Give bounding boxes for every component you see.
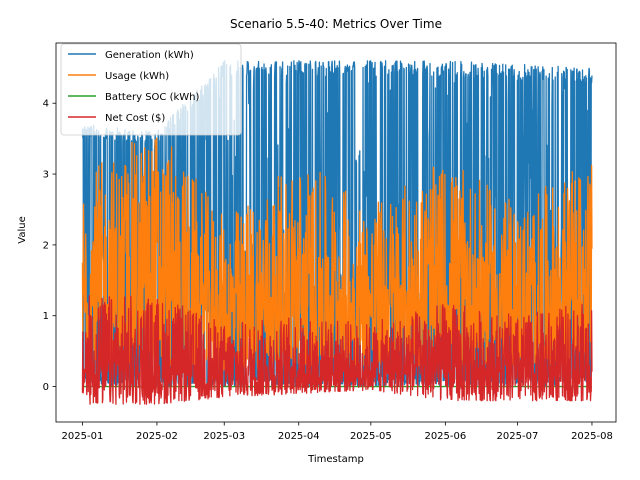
- legend-box: [60, 43, 242, 136]
- legend-label-0: Generation (kWh): [105, 50, 194, 61]
- x-tick-label-1: 2025-02: [136, 431, 178, 442]
- x-tick-label-3: 2025-04: [278, 431, 320, 442]
- x-tick-label-6: 2025-07: [497, 431, 539, 442]
- chart-title: Scenario 5.5-40: Metrics Over Time: [230, 17, 442, 31]
- x-tick-label-4: 2025-05: [350, 431, 392, 442]
- y-tick-label-4: 4: [43, 99, 49, 110]
- legend-label-2: Battery SOC (kWh): [105, 92, 199, 103]
- y-tick-label-3: 3: [43, 170, 49, 181]
- y-axis-label: Value: [17, 216, 28, 243]
- y-tick-label-1: 1: [43, 311, 49, 322]
- y-tick-label-2: 2: [43, 240, 49, 251]
- legend-label-3: Net Cost ($): [105, 113, 165, 124]
- x-tick-label-7: 2025-08: [571, 431, 613, 442]
- x-axis: 2025-01 2025-02 2025-03 2025-04 2025-05 2025-…: [62, 422, 613, 442]
- plot-frame: [55, 42, 617, 423]
- x-axis-label: Timestamp: [307, 454, 364, 465]
- x-tick-label-2: 2025-03: [203, 431, 245, 442]
- y-axis: 0 1 2 3 4: [43, 99, 56, 393]
- y-tick-label-0: 0: [43, 382, 49, 393]
- legend-label-1: Usage (kWh): [105, 71, 169, 82]
- x-tick-label-0: 2025-01: [62, 431, 104, 442]
- series-line-3: [81, 294, 593, 405]
- x-tick-label-5: 2025-06: [424, 431, 466, 442]
- legend: Generation (kWh) Usage (kWh) Battery SOC (…: [60, 43, 242, 136]
